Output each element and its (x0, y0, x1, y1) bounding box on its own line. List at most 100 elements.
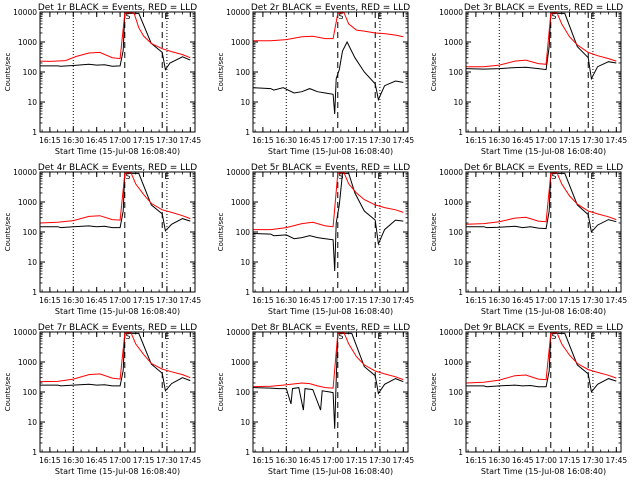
x-tick-label: 17:30 (582, 456, 604, 465)
y-axis-label: Counts/sec (217, 53, 225, 92)
interval-marker: E (377, 332, 382, 341)
x-tick-label: 17:45 (606, 456, 628, 465)
panel-title: Det 9r BLACK = Events, RED = LLD (464, 323, 623, 333)
x-tick-label: 17:15 (133, 136, 155, 145)
y-tick-label: 100 (23, 388, 38, 397)
interval-marker: E (590, 332, 595, 341)
y-axis-label: Counts/sec (4, 53, 12, 92)
y-tick-label: 1 (245, 128, 250, 137)
y-tick-label: 10000 (226, 8, 250, 17)
x-tick-label: 17:30 (156, 296, 178, 305)
x-tick-label: 17:15 (133, 296, 155, 305)
x-tick-label: 16:30 (488, 136, 510, 145)
x-axis-label: Start Time (15-Jul-08 16:08:40) (268, 147, 393, 156)
plot-frame (465, 11, 622, 133)
x-tick-label: 16:45 (86, 136, 108, 145)
interval-marker: E (590, 172, 595, 181)
detector-panel: Det 3r BLACK = Events, RED = LLD Counts/s… (430, 3, 627, 156)
events-series-line (253, 172, 404, 272)
events-series-line (40, 12, 191, 71)
x-tick-label: 16:45 (299, 296, 321, 305)
lld-series-line (40, 332, 191, 383)
y-tick-label: 1000 (231, 358, 250, 367)
x-tick-label: 17:30 (582, 296, 604, 305)
x-tick-label: 17:00 (535, 136, 557, 145)
x-tick-label: 17:15 (133, 456, 155, 465)
y-tick-label: 10 (453, 418, 463, 427)
x-tick-label: 17:30 (369, 136, 391, 145)
x-tick-label: 17:00 (322, 456, 344, 465)
interval-marker: E (164, 172, 169, 181)
lld-series-line (253, 172, 404, 231)
plot-frame (39, 11, 196, 133)
x-axis-label: Start Time (15-Jul-08 16:08:40) (268, 307, 393, 316)
interval-marker: S (125, 172, 130, 181)
panel-title: Det 5r BLACK = Events, RED = LLD (251, 163, 410, 173)
y-tick-label: 10000 (226, 168, 250, 177)
y-tick-label: 100 (236, 68, 251, 77)
lld-series-line (253, 12, 404, 42)
series-group (253, 12, 404, 114)
x-tick-label: 16:45 (512, 136, 534, 145)
y-tick-label: 100 (236, 228, 251, 237)
y-tick-label: 1 (32, 128, 37, 137)
lld-series-line (40, 172, 191, 224)
y-tick-label: 1000 (444, 198, 463, 207)
x-tick-label: 17:45 (606, 296, 628, 305)
events-series-line (466, 332, 617, 394)
y-tick-label: 100 (23, 228, 38, 237)
lld-series-line (40, 12, 191, 62)
x-tick-label: 17:15 (346, 456, 368, 465)
x-tick-label: 17:30 (156, 136, 178, 145)
x-axis-label: Start Time (15-Jul-08 16:08:40) (55, 147, 180, 156)
x-tick-label: 16:30 (62, 136, 84, 145)
detector-panel: Det 6r BLACK = Events, RED = LLD Counts/s… (430, 163, 627, 316)
x-tick-label: 17:30 (369, 296, 391, 305)
y-tick-label: 1000 (444, 38, 463, 47)
detector-panel: Det 9r BLACK = Events, RED = LLD Counts/s… (430, 323, 627, 476)
events-series-line (253, 332, 404, 429)
x-tick-label: 17:45 (606, 136, 628, 145)
events-series-line (466, 12, 617, 81)
x-tick-label: 17:15 (559, 296, 581, 305)
x-axis-label: Start Time (15-Jul-08 16:08:40) (268, 467, 393, 476)
y-tick-label: 10000 (226, 328, 250, 337)
x-tick-label: 16:45 (86, 456, 108, 465)
x-tick-label: 17:00 (322, 296, 344, 305)
panel-title: Det 3r BLACK = Events, RED = LLD (464, 3, 623, 13)
x-tick-label: 16:15 (39, 296, 61, 305)
lld-series-line (466, 12, 617, 68)
interval-marker: E (377, 172, 382, 181)
events-series-line (253, 40, 404, 114)
y-tick-label: 10 (27, 418, 37, 427)
x-tick-label: 17:45 (393, 136, 415, 145)
series-group (40, 12, 191, 71)
y-tick-label: 10000 (13, 168, 37, 177)
panel-title: Det 8r BLACK = Events, RED = LLD (251, 323, 410, 333)
lld-series-line (253, 332, 404, 389)
x-tick-label: 17:45 (180, 456, 202, 465)
y-tick-label: 10 (27, 258, 37, 267)
y-tick-label: 1000 (231, 38, 250, 47)
x-tick-label: 17:15 (346, 136, 368, 145)
x-tick-label: 17:15 (346, 296, 368, 305)
plot-frame (39, 331, 196, 453)
y-tick-label: 1000 (18, 358, 37, 367)
y-tick-label: 1000 (444, 358, 463, 367)
x-axis-label: Start Time (15-Jul-08 16:08:40) (481, 307, 606, 316)
x-tick-label: 17:30 (156, 456, 178, 465)
interval-marker: S (338, 332, 343, 341)
x-tick-label: 17:00 (535, 456, 557, 465)
series-group (466, 332, 617, 394)
x-tick-label: 16:30 (275, 456, 297, 465)
x-axis-label: Start Time (15-Jul-08 16:08:40) (55, 467, 180, 476)
y-tick-label: 1000 (18, 38, 37, 47)
x-axis-label: Start Time (15-Jul-08 16:08:40) (55, 307, 180, 316)
interval-marker: S (338, 12, 343, 21)
x-tick-label: 16:15 (465, 136, 487, 145)
x-tick-label: 17:00 (109, 456, 131, 465)
x-tick-label: 16:30 (62, 296, 84, 305)
plot-frame (465, 331, 622, 453)
series-group (253, 332, 404, 429)
